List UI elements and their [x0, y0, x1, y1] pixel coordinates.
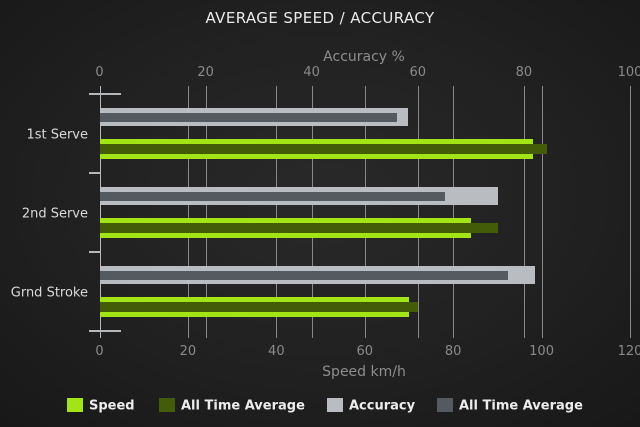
- chart-title: AVERAGE SPEED / ACCURACY: [205, 9, 435, 27]
- bar-speed-average: [100, 302, 419, 312]
- axis-cap: [99, 93, 121, 95]
- top-axis-title: Accuracy %: [323, 49, 405, 65]
- legend-label-2: Accuracy: [349, 398, 416, 414]
- category-label: 2nd Serve: [21, 206, 88, 221]
- bottom-tick-label: 100: [529, 344, 554, 359]
- bottom-axis-title: Speed km/h: [322, 364, 406, 380]
- bottom-gridline: [187, 86, 189, 338]
- y-axis-tick: [88, 251, 100, 253]
- legend-swatch-1: [159, 398, 175, 412]
- legend-swatch-3: [437, 398, 453, 412]
- bottom-tick-label: 60: [356, 344, 374, 359]
- bottom-tick-label: 0: [95, 344, 104, 359]
- top-tick-label: 40: [303, 65, 320, 80]
- legend-swatch-2: [327, 398, 343, 412]
- bottom-tick-label: 80: [444, 344, 462, 359]
- bottom-tick-label: 20: [179, 344, 197, 359]
- top-tick-label: 80: [515, 65, 533, 80]
- bottom-gridline: [630, 86, 631, 338]
- legend-label-3: All Time Average: [459, 398, 583, 414]
- top-tick-label: 100: [617, 65, 640, 80]
- category-label: Grnd Stroke: [10, 285, 88, 300]
- bottom-gridline: [364, 86, 366, 338]
- bottom-tick-label: 40: [268, 344, 285, 359]
- top-gridline: [523, 86, 525, 338]
- bottom-gridline: [453, 86, 455, 338]
- top-tick-label: 60: [409, 65, 427, 80]
- category-label: 1st Serve: [26, 127, 88, 142]
- bottom-gridline: [541, 86, 543, 338]
- legend-label-0: Speed: [89, 398, 135, 414]
- axis-cap: [99, 330, 121, 332]
- bar-accuracy-average: [100, 270, 509, 280]
- bar-speed-average: [100, 223, 498, 233]
- bottom-tick-label: 120: [617, 344, 640, 359]
- bar-accuracy-average: [100, 191, 445, 201]
- y-axis-tick: [88, 93, 100, 95]
- top-gridline: [311, 86, 313, 338]
- top-tick-label: 0: [95, 65, 104, 80]
- bottom-gridline: [276, 86, 278, 338]
- bar-accuracy-average: [100, 112, 398, 122]
- y-axis-line: [99, 86, 101, 338]
- legend-swatch-0: [67, 398, 83, 412]
- top-gridline: [417, 86, 419, 338]
- y-axis-tick: [88, 330, 100, 332]
- top-gridline: [205, 86, 207, 338]
- top-tick-label: 20: [197, 65, 214, 80]
- y-axis-tick: [88, 172, 100, 174]
- legend-label-1: All Time Average: [181, 398, 305, 414]
- bar-speed-average: [100, 144, 547, 154]
